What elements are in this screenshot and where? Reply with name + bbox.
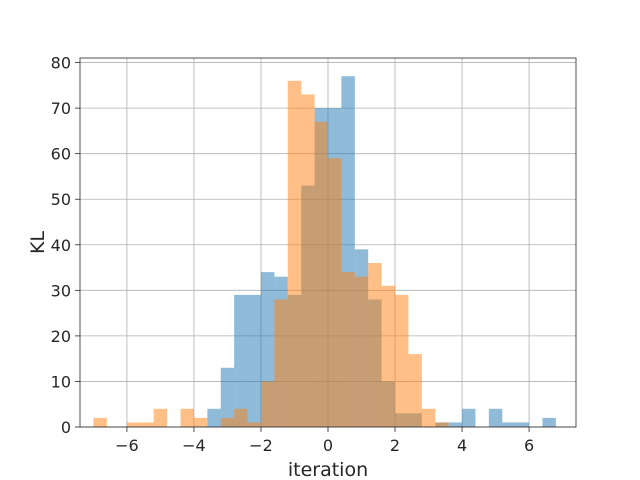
histogram-bar-series-1	[462, 408, 476, 427]
histogram-bar-series-2	[368, 263, 382, 427]
histogram-bar-series-2	[328, 158, 342, 427]
y-tick-label: 10	[51, 372, 71, 391]
x-tick-label: 0	[323, 436, 333, 455]
x-tick-label: 6	[524, 436, 534, 455]
histogram-bar-series-2	[287, 80, 302, 428]
histogram-bar-series-2	[354, 276, 369, 427]
histogram-bar-series-1	[448, 422, 463, 427]
y-axis-ticks: 0 10 20 30 40 50 60 70 80	[51, 54, 80, 437]
y-tick-label: 30	[51, 281, 71, 300]
x-axis-ticks: −6 −4 −2 0 2 4 6	[115, 427, 534, 455]
x-tick-label: −2	[249, 436, 273, 455]
histogram-bar-series-2	[301, 94, 315, 427]
histogram-bar-series-2	[220, 417, 235, 427]
histogram-bar-series-2	[274, 299, 288, 427]
histogram-bar-series-2	[408, 354, 422, 427]
y-tick-label: 0	[61, 418, 71, 437]
histogram-bar-series-2	[247, 422, 261, 427]
histogram-bar-series-1	[220, 367, 235, 427]
histogram-bar-series-2	[435, 422, 449, 427]
histogram-bar-series-1	[247, 294, 261, 427]
histogram-bar-series-1	[515, 422, 530, 427]
histogram-bar-series-2	[314, 121, 328, 428]
histogram-bar-series-1	[502, 422, 516, 427]
histogram-bar-series-2	[421, 408, 436, 427]
histogram-bar-series-2	[234, 408, 248, 427]
histogram-bar-series-2	[260, 381, 275, 427]
histogram-bar-series-1	[207, 408, 221, 427]
y-tick-label: 20	[51, 327, 71, 346]
histogram-bar-series-1	[234, 294, 248, 427]
histogram-bar-series-2	[126, 422, 141, 427]
x-tick-label: −4	[182, 436, 206, 455]
histogram-bar-series-2	[140, 422, 154, 427]
histogram-bar-series-2	[93, 417, 107, 427]
x-tick-label: −6	[115, 436, 139, 455]
histogram-bar-series-2	[341, 272, 355, 427]
y-tick-label: 60	[51, 145, 71, 164]
y-tick-label: 50	[51, 190, 71, 209]
y-tick-label: 70	[51, 99, 71, 118]
histogram-bar-series-2	[381, 285, 396, 427]
histogram-bar-series-2	[153, 408, 168, 427]
y-axis-label: KL	[27, 231, 49, 254]
x-tick-label: 2	[390, 436, 400, 455]
histogram-bars	[93, 76, 556, 428]
histogram-bar-series-1	[542, 417, 556, 427]
histogram-bar-series-1	[488, 408, 503, 427]
histogram-bar-series-2	[180, 408, 194, 427]
y-tick-label: 40	[51, 236, 71, 255]
histogram-bar-series-2	[395, 294, 409, 427]
x-axis-label: iteration	[288, 459, 368, 480]
histogram-bar-series-2	[193, 417, 208, 427]
x-tick-label: 4	[457, 436, 467, 455]
y-tick-label: 80	[51, 54, 71, 73]
